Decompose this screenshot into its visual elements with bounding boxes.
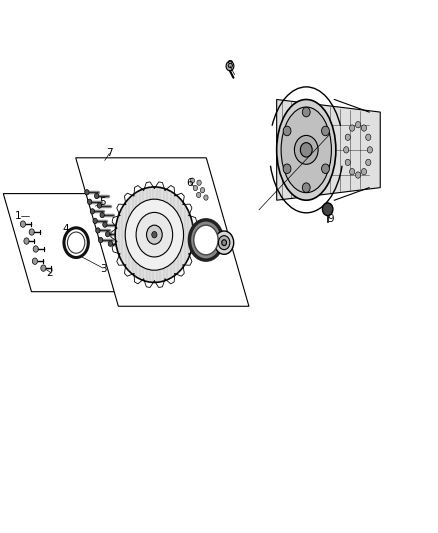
Circle shape [300, 143, 312, 157]
Circle shape [343, 147, 349, 153]
Circle shape [190, 178, 194, 183]
Circle shape [345, 159, 350, 166]
Circle shape [29, 229, 34, 235]
Circle shape [20, 221, 25, 227]
Circle shape [93, 218, 97, 223]
Circle shape [322, 203, 333, 216]
Text: 2: 2 [46, 268, 53, 278]
Circle shape [283, 164, 291, 174]
Text: 3: 3 [100, 264, 106, 274]
Circle shape [125, 199, 184, 270]
Circle shape [67, 232, 85, 253]
Circle shape [321, 164, 329, 174]
Circle shape [41, 265, 46, 271]
Circle shape [147, 225, 162, 244]
Circle shape [361, 168, 367, 175]
Circle shape [361, 125, 367, 131]
Circle shape [64, 228, 88, 257]
Circle shape [100, 213, 104, 217]
Text: 6: 6 [186, 177, 193, 188]
Circle shape [366, 159, 371, 166]
Text: 8: 8 [226, 60, 233, 70]
Circle shape [115, 187, 194, 282]
Circle shape [88, 199, 92, 205]
Circle shape [200, 188, 205, 193]
Circle shape [219, 236, 230, 249]
Circle shape [197, 192, 201, 198]
Circle shape [193, 185, 198, 191]
Circle shape [345, 134, 350, 140]
Circle shape [302, 107, 310, 117]
Circle shape [95, 193, 99, 199]
Circle shape [321, 126, 329, 136]
Ellipse shape [277, 100, 336, 200]
Polygon shape [4, 193, 119, 292]
Circle shape [356, 172, 360, 178]
Circle shape [97, 203, 102, 208]
Ellipse shape [281, 107, 332, 192]
Circle shape [99, 237, 103, 243]
Polygon shape [76, 158, 249, 306]
Text: 4: 4 [63, 224, 69, 235]
Circle shape [32, 258, 38, 264]
Circle shape [136, 213, 173, 257]
Circle shape [356, 122, 360, 128]
Text: 5: 5 [99, 197, 106, 207]
Circle shape [194, 225, 218, 255]
Circle shape [108, 241, 113, 246]
Circle shape [90, 209, 95, 214]
Circle shape [226, 61, 234, 71]
Circle shape [367, 147, 372, 153]
Circle shape [350, 168, 355, 175]
Circle shape [294, 135, 318, 164]
Circle shape [95, 228, 100, 233]
Circle shape [302, 183, 310, 192]
Circle shape [85, 190, 89, 195]
Circle shape [283, 126, 291, 136]
Circle shape [366, 134, 371, 140]
Circle shape [189, 220, 223, 260]
Polygon shape [277, 100, 380, 200]
Circle shape [222, 240, 226, 246]
Circle shape [197, 180, 201, 185]
Circle shape [103, 222, 107, 227]
Circle shape [350, 125, 355, 131]
Text: 9: 9 [327, 214, 334, 224]
Circle shape [106, 231, 110, 237]
Text: 1: 1 [15, 211, 22, 221]
Circle shape [152, 231, 157, 238]
Text: 7: 7 [106, 148, 112, 158]
Circle shape [215, 231, 234, 254]
Circle shape [33, 246, 39, 252]
Circle shape [24, 238, 29, 244]
Circle shape [204, 195, 208, 200]
